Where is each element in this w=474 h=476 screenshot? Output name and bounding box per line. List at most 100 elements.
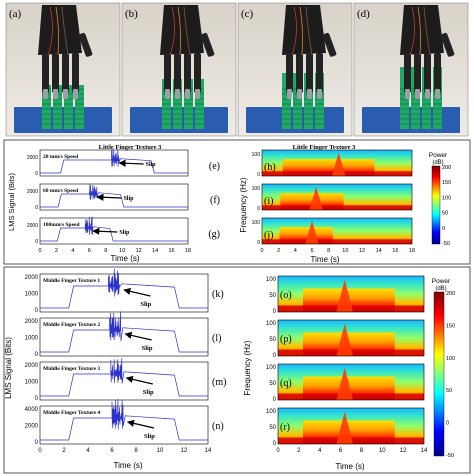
y-tick-label: 1000 [25, 380, 39, 386]
robot-thumb [78, 32, 93, 57]
x-tick-label: 10 [379, 448, 386, 454]
panel-label: (b) [125, 8, 138, 20]
bottom-right-spectrograms: 100 50 0 (o) 100 50 0 (p) 100 50 0 (q) 100 50 0 (r) 0 2 4 6… [266, 275, 428, 454]
y-tick-label: 0 [35, 396, 39, 402]
x-tick-label: 12 [359, 248, 365, 254]
finger-tip [435, 89, 440, 99]
spectrogram-frame [261, 183, 413, 211]
y-tick-label: 50 [269, 293, 276, 299]
y-tick-label: 0 [257, 206, 260, 212]
x-tick-label: 10 [342, 248, 348, 254]
spectrogram-frame [277, 407, 425, 445]
bottom-left-xlabel: Time (s) [113, 461, 142, 470]
x-tick-label: 0 [260, 248, 263, 254]
y-tick-label: 0 [35, 308, 39, 314]
photo-row: (a) (b) (c) (d) [5, 2, 469, 137]
panel-label: (d) [357, 8, 370, 20]
x-tick-label: 14 [421, 448, 428, 454]
colorbar-tick-label: 200 [446, 291, 455, 297]
spectrogram-slip-burst [336, 279, 354, 312]
plot-title: Middle Finger Texture 3 [43, 366, 100, 372]
colorbar-title: Power [432, 278, 451, 285]
hand-wire [291, 6, 297, 56]
x-tick-label: 4 [86, 448, 90, 454]
x-tick-label: 6 [310, 248, 313, 254]
lms-signal-trace [40, 398, 208, 441]
x-tick-label: 0 [38, 448, 42, 454]
lms-signal-trace [40, 216, 188, 242]
photo-border [353, 2, 469, 137]
texture-strip [400, 67, 409, 129]
panel-label: (h) [264, 162, 276, 173]
finger-tip [405, 89, 410, 99]
robot-hand [400, 5, 444, 55]
robot-finger [286, 53, 293, 93]
slip-arrow [126, 419, 155, 429]
y-tick-label: 50 [269, 425, 276, 431]
robot-hand [282, 5, 326, 55]
robot-finger [164, 53, 171, 93]
x-tick-label: 14 [376, 248, 382, 254]
colorbar-gradient [431, 165, 441, 245]
robot-finger [42, 53, 49, 93]
middle-right-ylabel: Frequency (Hz) [239, 177, 248, 232]
panel-label: (a) [9, 8, 22, 20]
panel-label: (c) [241, 8, 254, 20]
bottom-right-xlabel: Time (s) [335, 462, 364, 471]
axes-frame [39, 273, 209, 313]
x-tick-label: 6 [339, 448, 343, 454]
spectrogram-slip-burst [336, 411, 354, 444]
hand-wire [47, 6, 53, 56]
x-tick-label: 14 [205, 448, 212, 454]
slip-arrow [124, 331, 152, 341]
colorbar-tick-label: 50 [446, 388, 452, 394]
x-tick-label: 10 [157, 448, 164, 454]
lms-signal-trace [40, 268, 208, 309]
middle-right-xlabel: Time (s) [310, 255, 339, 264]
x-tick-label: 14 [152, 248, 158, 254]
y-tick-label: 100 [266, 365, 277, 371]
texture-strip [64, 85, 73, 129]
y-tick-label: 1000 [25, 292, 39, 298]
axes-frame [39, 405, 209, 445]
x-tick-label: 12 [400, 448, 407, 454]
slip-label: Slip [142, 345, 153, 352]
texture-strip [282, 73, 291, 129]
blue-mat [14, 107, 112, 133]
robot-finger [296, 53, 303, 93]
finger-tip [287, 89, 292, 99]
hand-wire [177, 6, 182, 56]
x-tick-label: 6 [110, 448, 114, 454]
finger-tip [185, 89, 190, 99]
robot-finger [404, 53, 411, 93]
axes-frame [39, 361, 209, 401]
y-tick-label: 2000 [27, 223, 38, 229]
bottom-left-ylabel: LMS Signal (Bits) [4, 337, 13, 399]
photo-panel: (c) [237, 2, 353, 137]
bottom-section-frame [3, 266, 471, 474]
x-tick-label: 10 [119, 248, 125, 254]
robot-finger [194, 53, 201, 93]
axes-frame [39, 317, 209, 357]
slip-label: Slip [144, 433, 155, 440]
panel-label: (f) [210, 195, 220, 206]
finger-tip [63, 89, 68, 99]
y-tick-label: 100 [252, 220, 261, 226]
y-tick-label: 0 [35, 239, 38, 245]
y-tick-label: 100 [266, 277, 277, 283]
panel-label: (q) [280, 378, 292, 389]
colorbar-tick-label: -50 [442, 241, 450, 247]
y-tick-label: 0 [257, 172, 260, 178]
hand-wire [183, 6, 191, 56]
slip-arrow [92, 227, 118, 235]
colorbar-tick-label: 100 [442, 195, 451, 201]
x-tick-label: 6 [88, 248, 91, 254]
finger-tip [43, 89, 48, 99]
hand-wire [55, 6, 60, 56]
y-tick-label: 0 [35, 440, 39, 446]
panel-label: (k) [212, 289, 224, 300]
x-tick-label: 2 [297, 448, 301, 454]
panel-label: (n) [212, 421, 224, 432]
finger-tip [425, 89, 430, 99]
